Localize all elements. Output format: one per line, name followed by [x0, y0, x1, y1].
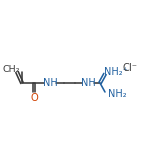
Text: CH₂: CH₂ — [2, 66, 20, 74]
Text: Cl⁻: Cl⁻ — [123, 63, 138, 73]
Text: NH: NH — [43, 78, 57, 88]
Text: NH₂: NH₂ — [108, 89, 126, 99]
Text: NH: NH — [81, 78, 95, 88]
Text: O: O — [30, 93, 38, 103]
Text: NH₂⁺: NH₂⁺ — [104, 67, 128, 77]
